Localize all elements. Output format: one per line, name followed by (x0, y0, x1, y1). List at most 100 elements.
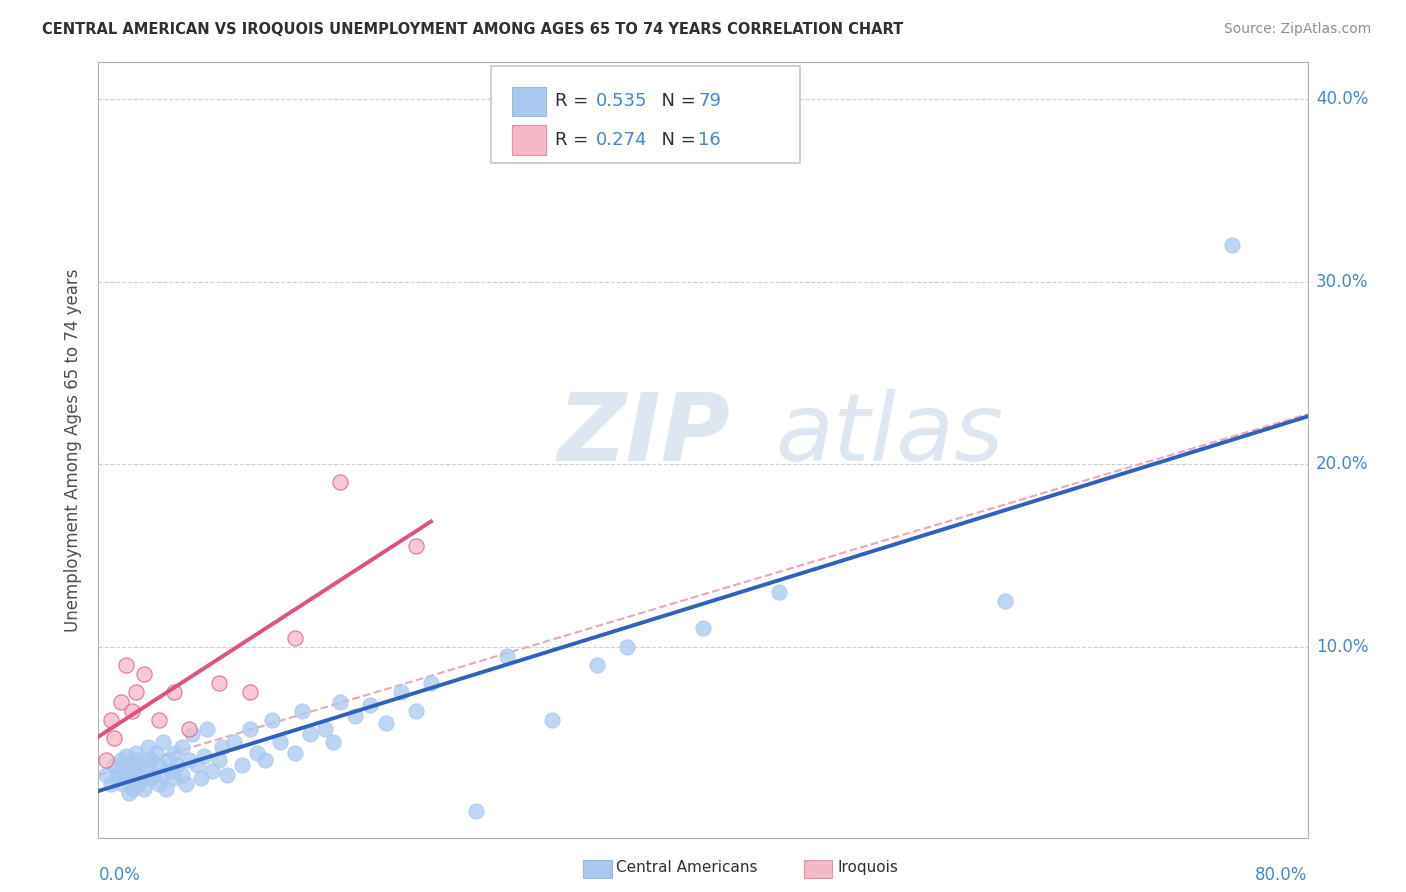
Point (239, 722, 262, 736)
Point (174, 777, 197, 791)
Point (124, 753, 146, 767)
Text: ZIP: ZIP (558, 389, 731, 481)
Point (179, 722, 201, 736)
FancyBboxPatch shape (492, 66, 800, 163)
Point (141, 771, 163, 785)
Point (129, 771, 152, 785)
Point (127, 777, 149, 791)
Point (152, 735, 174, 749)
Point (231, 758, 253, 772)
Point (94, 767, 117, 781)
Text: 0.535: 0.535 (595, 93, 647, 111)
Point (208, 676, 231, 690)
Point (420, 676, 443, 690)
Text: R =: R = (555, 131, 595, 149)
Text: Source: ZipAtlas.com: Source: ZipAtlas.com (1223, 22, 1371, 37)
Point (299, 727, 322, 741)
Point (148, 758, 170, 772)
Text: 0.274: 0.274 (595, 131, 647, 149)
Point (121, 771, 143, 785)
Point (163, 685, 186, 699)
Point (269, 735, 291, 749)
Point (1220, 238, 1243, 252)
Point (114, 767, 136, 781)
Point (118, 786, 141, 800)
Point (132, 667, 155, 681)
Point (122, 782, 145, 797)
Point (246, 746, 269, 760)
Point (215, 767, 238, 781)
Point (344, 709, 367, 723)
Point (239, 685, 262, 699)
Point (692, 622, 714, 636)
Point (170, 767, 193, 781)
Point (360, 698, 382, 713)
Point (110, 764, 132, 778)
Point (616, 640, 638, 654)
Point (284, 746, 307, 760)
Point (136, 740, 159, 755)
Text: Iroquois: Iroquois (838, 860, 898, 874)
Text: 20.0%: 20.0% (1316, 455, 1368, 473)
Point (224, 735, 246, 749)
Point (128, 758, 150, 772)
Point (768, 585, 790, 599)
Text: CENTRAL AMERICAN VS IROQUOIS UNEMPLOYMENT AMONG AGES 65 TO 74 YEARS CORRELATION : CENTRAL AMERICAN VS IROQUOIS UNEMPLOYMEN… (42, 22, 904, 37)
Point (121, 704, 143, 718)
Point (114, 749, 136, 764)
Point (190, 771, 212, 785)
Point (142, 767, 165, 781)
Point (141, 753, 163, 767)
Point (166, 758, 188, 772)
Text: 40.0%: 40.0% (1316, 90, 1368, 108)
Point (132, 782, 155, 797)
Point (105, 771, 128, 785)
Point (163, 771, 186, 785)
Point (186, 758, 208, 772)
Point (179, 753, 201, 767)
Point (170, 740, 193, 755)
Point (322, 735, 344, 749)
Point (201, 764, 224, 778)
Text: Central Americans: Central Americans (616, 860, 758, 874)
Point (148, 777, 170, 791)
Point (329, 694, 352, 708)
Point (540, 713, 562, 727)
Point (994, 594, 1017, 608)
Point (100, 713, 122, 727)
Point (160, 764, 183, 778)
Point (110, 694, 132, 708)
Point (156, 753, 179, 767)
Point (405, 704, 427, 718)
Point (135, 764, 157, 778)
FancyBboxPatch shape (512, 87, 546, 116)
Text: 10.0%: 10.0% (1316, 638, 1368, 656)
Text: R =: R = (555, 93, 595, 111)
Point (118, 762, 141, 776)
Point (389, 685, 412, 699)
Point (150, 767, 173, 781)
Point (114, 658, 136, 673)
Point (125, 767, 148, 781)
Point (181, 727, 204, 741)
Text: 16: 16 (699, 131, 721, 149)
Point (103, 758, 125, 772)
Point (94, 753, 117, 767)
Point (465, 804, 488, 818)
Point (110, 753, 132, 767)
Point (100, 777, 122, 791)
Text: atlas: atlas (776, 390, 1004, 481)
Point (155, 782, 177, 797)
Point (145, 746, 167, 760)
Point (329, 475, 352, 490)
Text: N =: N = (650, 93, 702, 111)
FancyBboxPatch shape (512, 125, 546, 154)
Point (163, 746, 186, 760)
Point (374, 716, 396, 731)
Point (208, 753, 231, 767)
Point (586, 658, 609, 673)
Point (125, 685, 148, 699)
Text: 80.0%: 80.0% (1256, 866, 1308, 884)
Point (291, 704, 314, 718)
Point (132, 753, 155, 767)
